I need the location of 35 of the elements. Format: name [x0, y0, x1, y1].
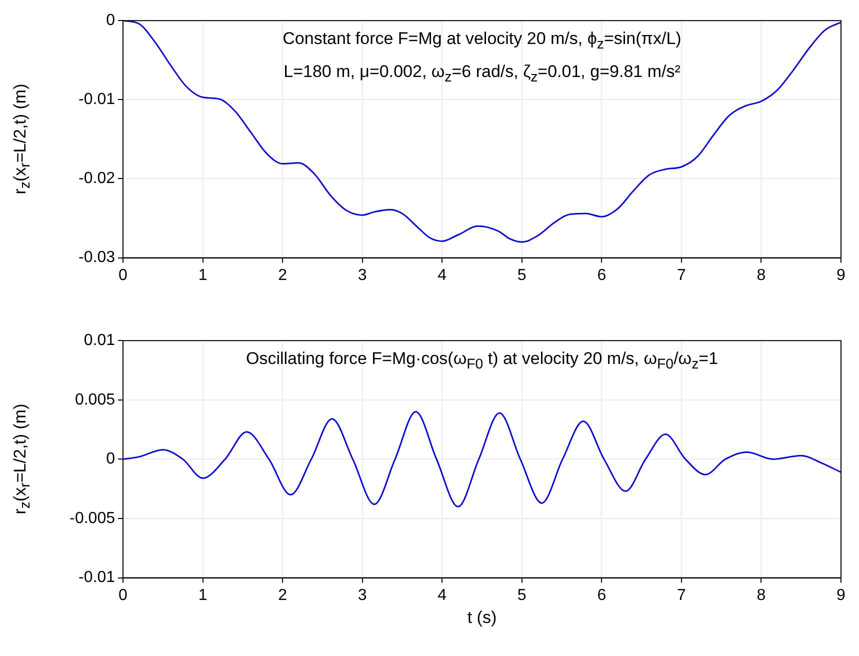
y-tick-label: -0.01 [78, 569, 116, 586]
x-tick-label: 3 [358, 586, 367, 604]
x-tick-label: 0 [118, 586, 128, 604]
x-tick-label: 6 [597, 266, 606, 284]
y-tick-label: -0.02 [78, 170, 116, 188]
annotation: Constant force F=Mg at velocity 20 m/s, ϕ$_{z}$=sin(πx/L) [282, 28, 682, 52]
annotation: Oscillating force F=Mg·cos(ω$_{F0}$ t) at velocity 20 m/s, ω$_{F0}$/ω$_{z}$=1 [244, 348, 720, 372]
y-tick-label: 0.01 [84, 332, 116, 350]
x-tick-label: 7 [676, 266, 686, 284]
x-tick-label: 3 [358, 266, 367, 284]
y-tick-label: 0 [106, 450, 116, 468]
line-series [123, 411, 841, 508]
x-tick-label: 4 [438, 586, 447, 604]
line-series [123, 20, 841, 243]
x-tick-label: 1 [198, 586, 208, 604]
y-tick-label: -0.005 [70, 510, 116, 527]
x-tick-label: 6 [597, 586, 606, 604]
y-tick-label: 0.005 [74, 391, 116, 408]
x-tick-label: 2 [278, 586, 288, 604]
x-tick-label: 7 [676, 586, 686, 604]
x-tick-label: 8 [756, 586, 766, 604]
x-tick-label: 0 [118, 266, 128, 284]
x-tick-label: 9 [836, 586, 846, 604]
x-tick-label: 8 [756, 266, 766, 284]
x-tick-label: 2 [278, 266, 288, 284]
y-tick-label: -0.01 [78, 91, 116, 108]
annotation: L=180 m, μ=0.002, ω$_{z}$=6 rad/s, ζ$_{z}$=0.01, g=9.81 m/s² [282, 62, 682, 85]
y-tick-label: -0.03 [78, 249, 116, 266]
x-tick-label: 5 [517, 266, 526, 284]
x-tick-label: 4 [438, 266, 447, 284]
x-tick-label: 1 [198, 266, 208, 284]
y-tick-label: 0 [106, 12, 116, 30]
x-tick-label: 5 [517, 586, 526, 604]
x-tick-label: 9 [836, 266, 846, 284]
x-axis-title: t (s) [466, 608, 498, 628]
